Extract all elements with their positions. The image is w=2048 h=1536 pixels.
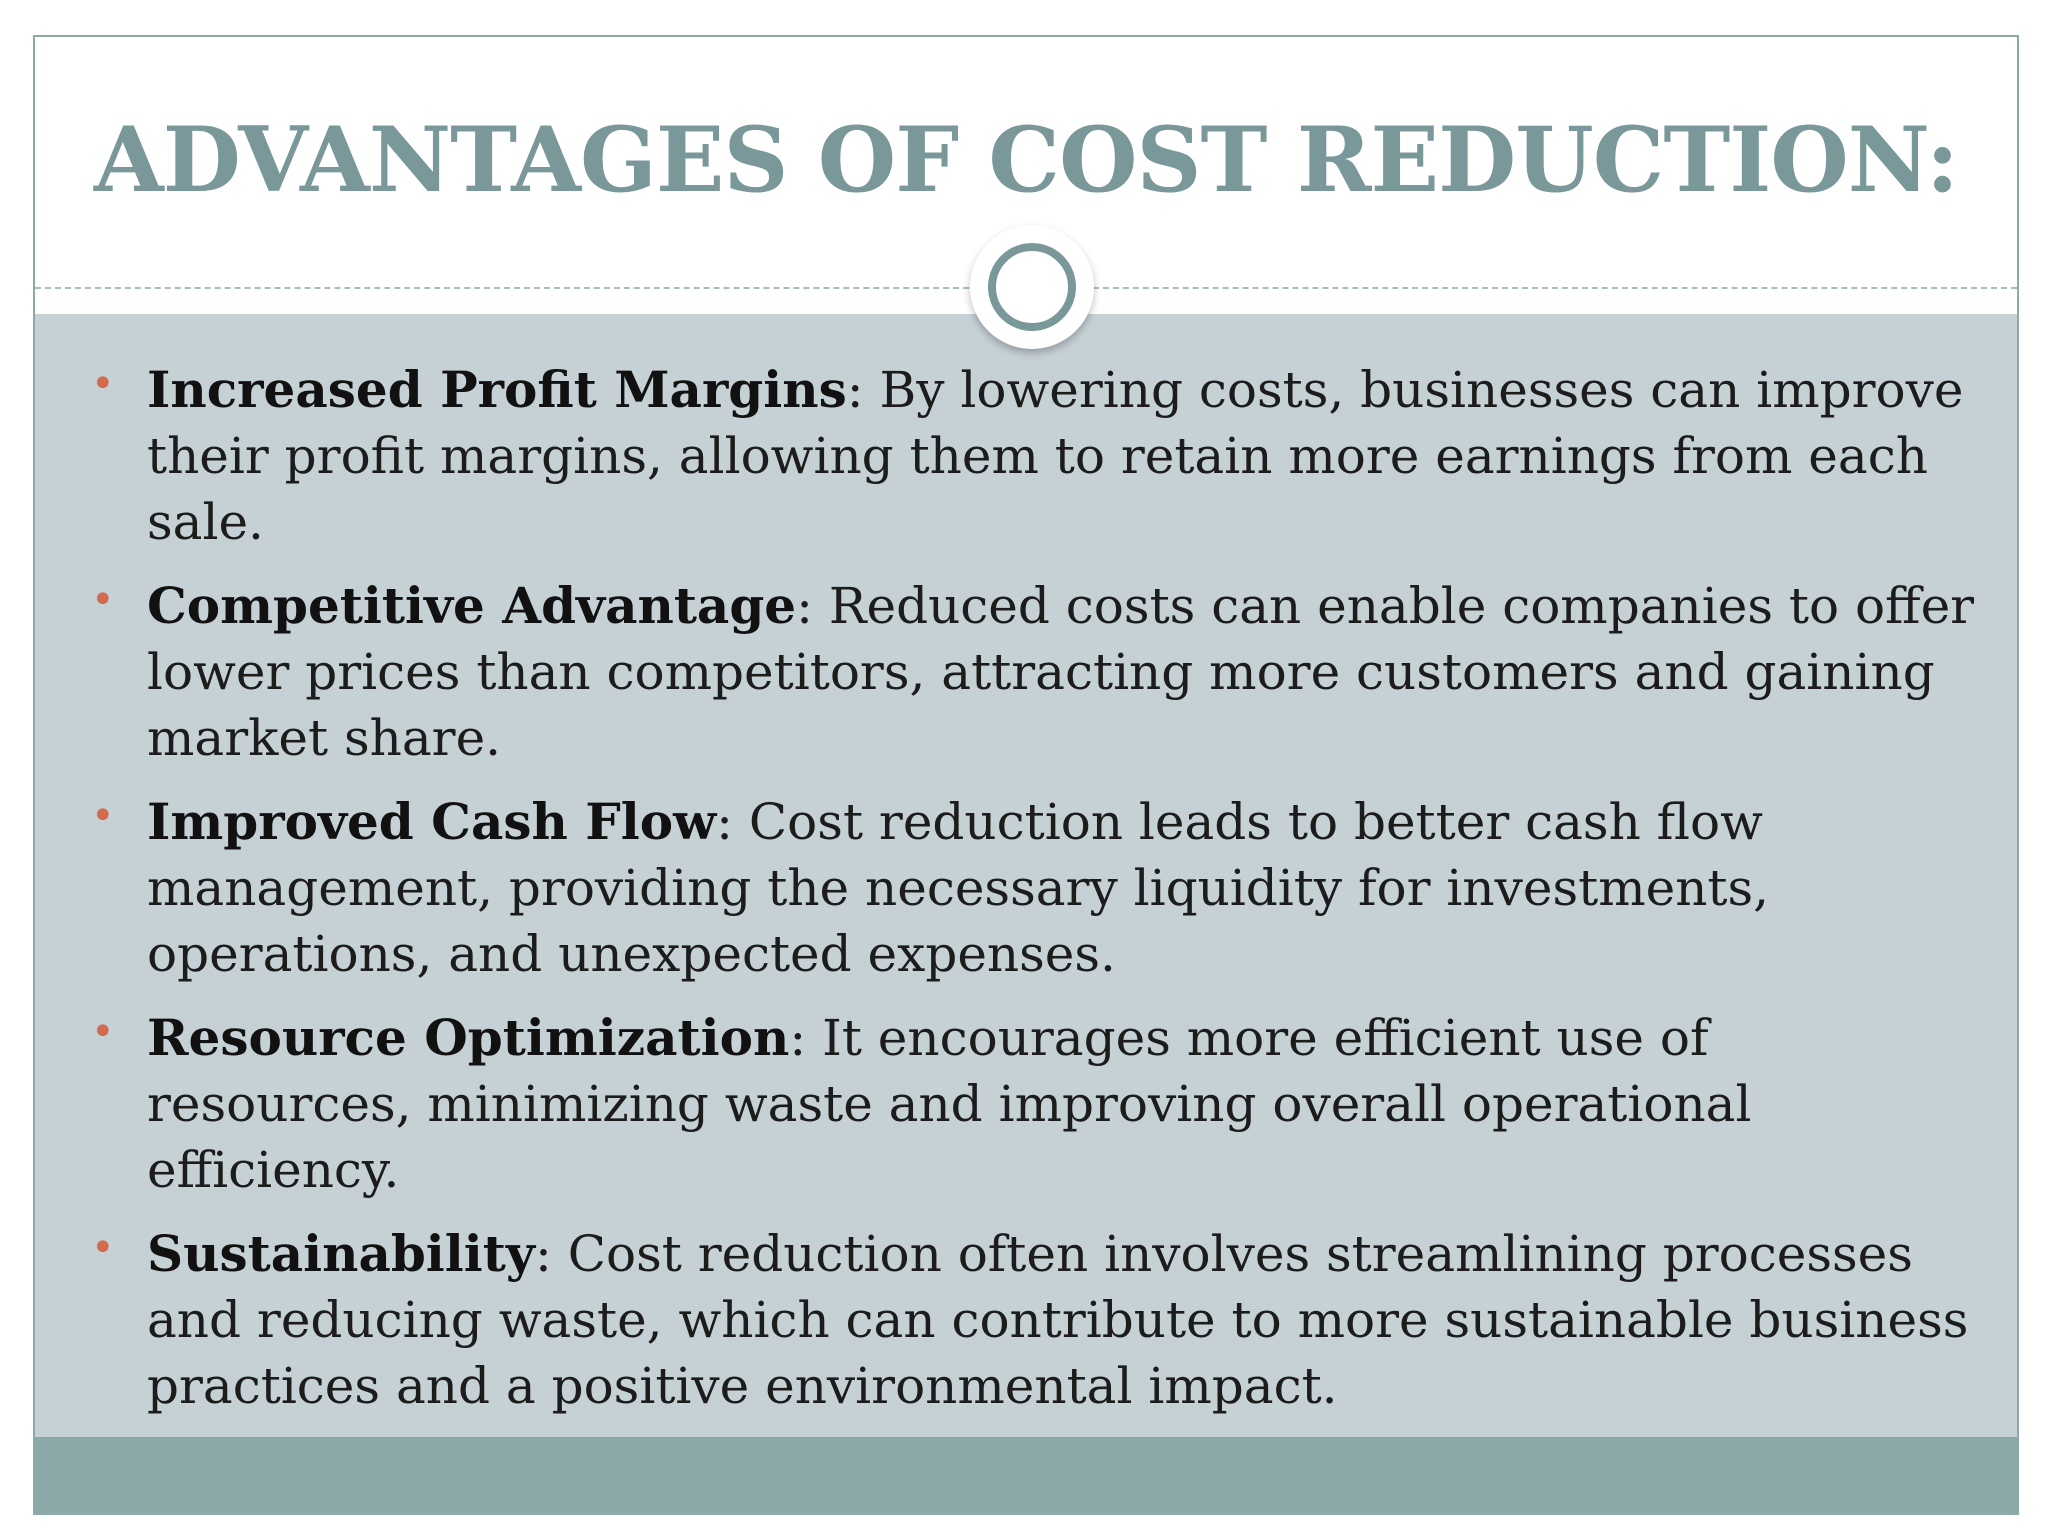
bullet-text: Cost reduction leads to better cash flow… [147, 793, 1770, 983]
bullet-term: Competitive Advantage [147, 576, 797, 635]
bullet-text: By lowering costs, businesses can improv… [147, 361, 1964, 551]
bullet-list: • Increased Profit Margins: By lowering c… [35, 357, 2017, 1437]
bullet-separator: : [789, 1009, 823, 1067]
bullet-separator: : [716, 793, 749, 851]
bullet-term: Increased Profit Margins [147, 360, 847, 419]
bullet-separator: : [534, 1225, 568, 1283]
bullet-item-sustainability: • Sustainability: Cost reduction often in… [35, 1221, 2017, 1419]
bullet-term: Sustainability [147, 1224, 535, 1283]
bullet-text: Reduced costs can enable companies to of… [147, 577, 1975, 767]
slide: ADVANTAGES OF COST REDUCTION: • Increased… [33, 35, 2019, 1515]
bullet-term: Resource Optimization [147, 1008, 790, 1067]
bullet-item-cash-flow: • Improved Cash Flow: Cost reduction lead… [35, 789, 2017, 987]
slide-title: ADVANTAGES OF COST REDUCTION: [93, 107, 1959, 213]
bullet-dot-icon: • [91, 793, 115, 839]
bullet-item-resource-optimization: • Resource Optimization: It encourages mo… [35, 1005, 2017, 1203]
circle-ornament-icon [970, 225, 1094, 349]
bullet-separator: : [796, 577, 829, 635]
bullet-item-competitive-advantage: • Competitive Advantage: Reduced costs ca… [35, 573, 2017, 771]
bullet-term: Improved Cash Flow [147, 792, 717, 851]
bullet-dot-icon: • [91, 1009, 115, 1055]
content-area [35, 314, 2017, 1474]
footer-band [35, 1437, 2017, 1513]
bullet-dot-icon: • [91, 577, 115, 623]
bullet-dot-icon: • [91, 1225, 115, 1271]
bullet-text: Cost reduction often involves streamlini… [147, 1225, 1969, 1415]
bullet-text: It encourages more efficient use of reso… [147, 1009, 1752, 1199]
bullet-item-profit-margins: • Increased Profit Margins: By lowering c… [35, 357, 2017, 555]
bullet-separator: : [846, 361, 880, 419]
circle-ornament-inner [988, 243, 1076, 331]
bullet-dot-icon: • [91, 361, 115, 407]
